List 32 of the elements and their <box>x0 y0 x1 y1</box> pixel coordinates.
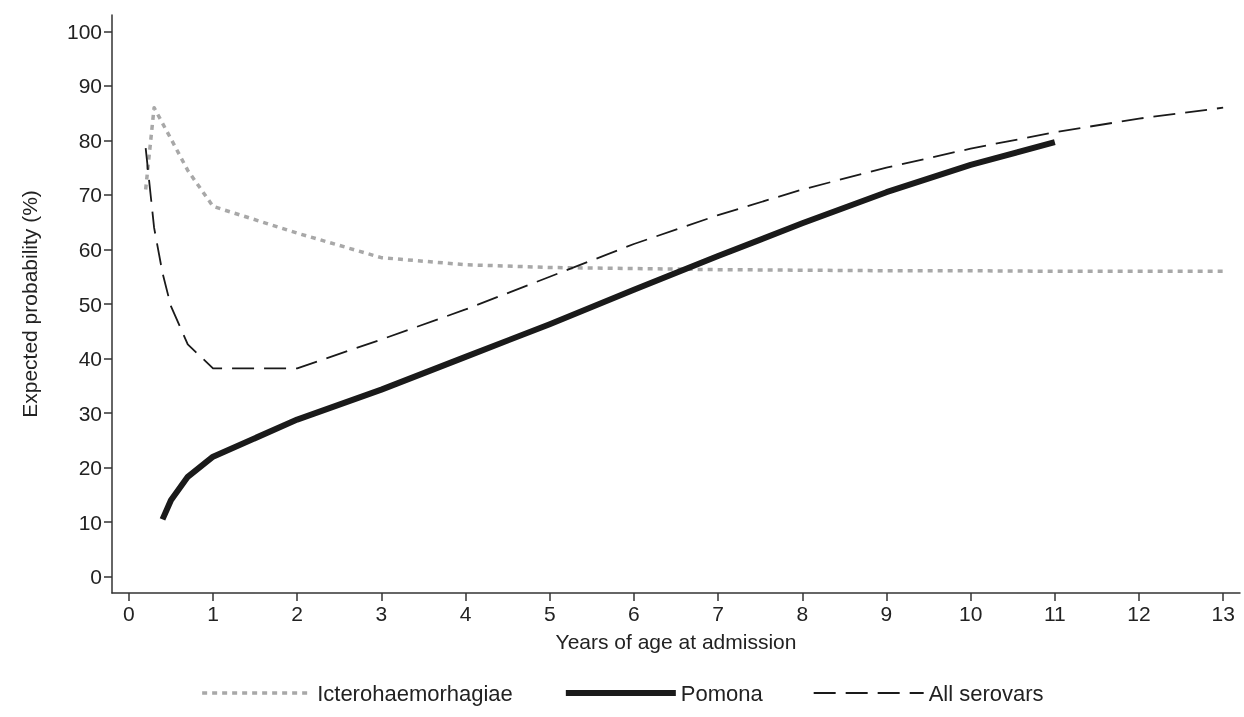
x-tick-label: 7 <box>712 602 724 625</box>
x-tick-label: 8 <box>796 602 809 625</box>
x-tick-label: 2 <box>291 602 304 625</box>
y-tick-label: 60 <box>78 237 102 261</box>
x-tick-label: 4 <box>459 602 472 625</box>
line-series <box>144 106 1225 370</box>
x-tick-label: 12 <box>1127 602 1151 625</box>
y-axis-title: Expected probability (%) <box>18 190 41 418</box>
y-tick-label: 90 <box>78 74 102 98</box>
legend-label: All serovars <box>928 680 1044 706</box>
y-tick-label: 10 <box>78 510 102 534</box>
y-tick-label: 50 <box>78 292 102 316</box>
x-tick-label: 10 <box>958 602 983 625</box>
x-tick-label: 1 <box>207 602 219 625</box>
legend-label: Pomona <box>680 680 764 706</box>
y-tick-label: 30 <box>78 401 102 425</box>
y-tick-label: 20 <box>78 456 102 480</box>
x-axis-title: Years of age at admission <box>555 630 797 653</box>
x-tick-label: 9 <box>880 602 893 625</box>
x-tick-label: 3 <box>375 602 388 625</box>
x-tick-label: 11 <box>1043 602 1066 625</box>
x-tick-label: 5 <box>543 602 556 625</box>
legend-label: Icterohaemorhagiae <box>317 680 513 706</box>
line-series <box>143 105 1225 274</box>
y-tick-label: 70 <box>78 183 102 207</box>
x-tick-label: 13 <box>1211 602 1235 625</box>
y-tick-label: 80 <box>78 128 102 152</box>
y-tick-label: 0 <box>90 565 102 589</box>
y-tick-label: 40 <box>78 347 102 371</box>
x-tick-label: 6 <box>628 602 640 625</box>
y-tick-label: 100 <box>66 19 102 43</box>
x-tick-label: 0 <box>122 602 135 625</box>
